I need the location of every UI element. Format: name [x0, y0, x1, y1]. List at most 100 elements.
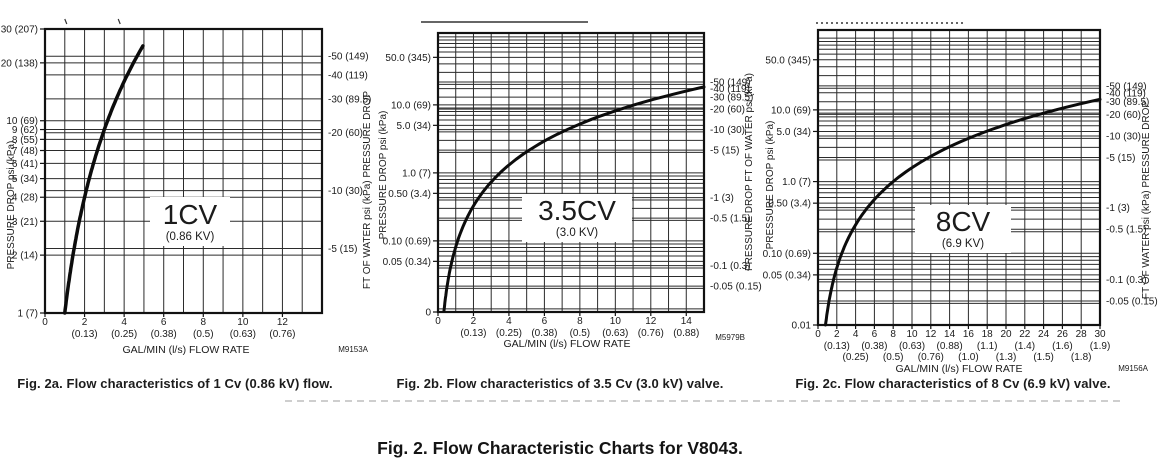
- left-axis-tick-label: 10 (69): [6, 116, 38, 127]
- x-axis-gal-label: 2: [82, 317, 88, 328]
- left-axis-tick-label: 0.10 (0.69): [763, 249, 811, 260]
- caption-fig-2c: Fig. 2c. Flow characteristics of 8 Cv (6…: [795, 376, 1111, 391]
- drawing-number: M5979B: [715, 333, 745, 342]
- x-axis-ls-label: (0.13): [824, 341, 850, 352]
- x-axis-ls-label: (0.38): [151, 329, 177, 340]
- x-axis-gal-label: 28: [1076, 329, 1088, 340]
- x-axis-gal-label: 8: [890, 329, 896, 340]
- x-axis-gal-label: 22: [1019, 329, 1031, 340]
- left-axis-tick-label: 8 (55): [12, 135, 38, 146]
- right-axis-tick-label: -0.5 (1.5): [710, 214, 751, 225]
- right-axis-tick-label: -0.1 (0.3): [710, 261, 751, 272]
- caption-fig-2b: Fig. 2b. Flow characteristics of 3.5 Cv …: [396, 376, 724, 391]
- x-axis-ls-label: (0.13): [72, 329, 98, 340]
- left-axis-tick-label: 5 (34): [12, 174, 38, 185]
- cv-label-backdrop: [150, 197, 230, 246]
- right-axis-tick-label: -50 (149): [328, 52, 369, 63]
- left-axis-tick-label: 50.0 (345): [385, 53, 431, 64]
- left-axis-tick-label: 0.05 (0.34): [383, 257, 431, 268]
- left-axis-tick-label: 5.0 (34): [397, 121, 431, 132]
- left-axis-tick-label: 0.50 (3.4): [388, 189, 431, 200]
- x-axis-ls-label: (0.5): [570, 328, 591, 339]
- left-axis-tick-label: 0.10 (0.69): [383, 236, 431, 247]
- x-axis-ls-label: (0.63): [230, 329, 256, 340]
- x-axis-title: GAL/MIN (l/s) FLOW RATE: [896, 363, 1023, 375]
- right-axis-tick-label: -0.5 (1.5): [1106, 225, 1147, 236]
- x-axis-ls-label: (0.88): [937, 341, 963, 352]
- x-axis-gal-label: 14: [681, 316, 693, 327]
- x-axis-ls-label: (1.8): [1071, 352, 1092, 363]
- x-axis-gal-label: 2: [834, 329, 840, 340]
- right-axis-tick-label: -20 (60): [710, 105, 745, 116]
- cv-label: 1CV: [163, 199, 218, 230]
- x-axis-gal-label: 20: [1000, 329, 1012, 340]
- x-axis-ls-label: (0.38): [861, 341, 887, 352]
- x-axis-gal-label: 10: [610, 316, 622, 327]
- x-axis-gal-label: 6: [161, 317, 167, 328]
- left-axis-tick-label: 0.05 (0.34): [763, 270, 811, 281]
- flow-curve: [824, 97, 1102, 327]
- x-axis-ls-label: (1.4): [1015, 341, 1036, 352]
- left-axis-tick-label: 0.01: [792, 321, 812, 332]
- left-axis-tick-label: 10.0 (69): [391, 100, 431, 111]
- right-axis-tick-label: -20 (60): [328, 128, 363, 139]
- x-axis-gal-label: 12: [925, 329, 937, 340]
- x-axis-title: GAL/MIN (l/s) FLOW RATE: [504, 338, 631, 350]
- left-axis-tick-label: 3 (21): [12, 217, 38, 228]
- right-axis-tick-label: -50 (149): [710, 78, 751, 89]
- x-axis-ls-label: (1.3): [996, 352, 1017, 363]
- x-axis-gal-label: 6: [872, 329, 878, 340]
- cv-label: 8CV: [936, 206, 991, 237]
- left-axis-tick-label: 20 (138): [1, 58, 38, 69]
- chart-fig-2b: 50.0 (345) 10.0 (69) 5.0 (34) 1.0 (7) 0.50 (…: [378, 21, 762, 350]
- drawing-number: M9153A: [338, 345, 368, 354]
- x-axis-ls-label: (1.5): [1033, 352, 1054, 363]
- x-axis-gal-label: 8: [577, 316, 583, 327]
- right-axis-tick-label: -20 (60): [1106, 110, 1141, 121]
- flow-curve: [442, 85, 706, 313]
- x-axis-gal-label: 16: [963, 329, 975, 340]
- gridlines: [818, 30, 1100, 325]
- right-axis-tick-label: -0.05 (0.15): [710, 282, 762, 293]
- left-axis-tick-label: 0: [425, 308, 431, 319]
- left-axis-tick-label: 7 (48): [12, 146, 38, 157]
- chart-fig-2c: 50.0 (345) 10.0 (69) 5.0 (34) 1.0 (7) 0.50 (…: [763, 22, 1158, 375]
- right-axis-tick-label: -5 (15): [710, 146, 739, 157]
- x-axis-ls-label: (1.9): [1090, 341, 1111, 352]
- x-axis-gal-label: 24: [1038, 329, 1050, 340]
- left-axis-tick-label: 1.0 (7): [782, 177, 811, 188]
- x-axis-gal-label: 4: [121, 317, 127, 328]
- left-axis-tick-label: 6 (41): [12, 159, 38, 170]
- left-axis-tick-label: 30 (207): [1, 25, 38, 36]
- x-axis-gal-label: 6: [542, 316, 548, 327]
- right-axis-tick-label: -30 (89.5): [710, 93, 753, 104]
- left-axis-tick-label: 10.0 (69): [771, 105, 811, 116]
- x-axis-gal-label: 4: [506, 316, 512, 327]
- cv-label: 3.5CV: [538, 195, 616, 226]
- y-left-axis-title: PRESSURE DROP psi (kPa): [6, 141, 17, 270]
- left-axis-tick-label: 0.50 (3.4): [768, 199, 811, 210]
- cv-label-backdrop: [915, 205, 1011, 253]
- x-axis-gal-label: 12: [645, 316, 657, 327]
- x-axis-gal-label: 0: [815, 329, 821, 340]
- x-axis-gal-label: 26: [1057, 329, 1069, 340]
- x-axis-gal-label: 8: [201, 317, 207, 328]
- right-axis-tick-label: -5 (15): [1106, 153, 1135, 164]
- right-axis-tick-label: -40 (119): [710, 84, 750, 95]
- right-axis-tick-label: -0.05 (0.15): [1106, 296, 1158, 307]
- x-axis-ls-label: (0.88): [673, 328, 699, 339]
- x-axis-gal-label: 2: [471, 316, 477, 327]
- right-axis-tick-label: -5 (15): [328, 244, 357, 255]
- right-axis-tick-label: -1 (3): [710, 193, 734, 204]
- x-axis-ls-label: (1.6): [1052, 341, 1073, 352]
- x-axis-gal-label: 18: [982, 329, 994, 340]
- gridlines: [45, 28, 322, 313]
- x-axis-ls-label: (0.5): [883, 352, 904, 363]
- right-axis-tick-label: -10 (30): [328, 186, 363, 197]
- x-axis-ls-label: (0.5): [193, 329, 214, 340]
- right-axis-tick-label: -30 (89.5): [1106, 97, 1149, 108]
- x-axis-gal-label: 10: [906, 329, 918, 340]
- x-axis-ls-label: (1.1): [977, 341, 998, 352]
- y-right-axis-title: FT OF WATER psi (kPa) PRESSURE DROP: [362, 91, 373, 289]
- left-axis-tick-label: 1.0 (7): [402, 168, 431, 179]
